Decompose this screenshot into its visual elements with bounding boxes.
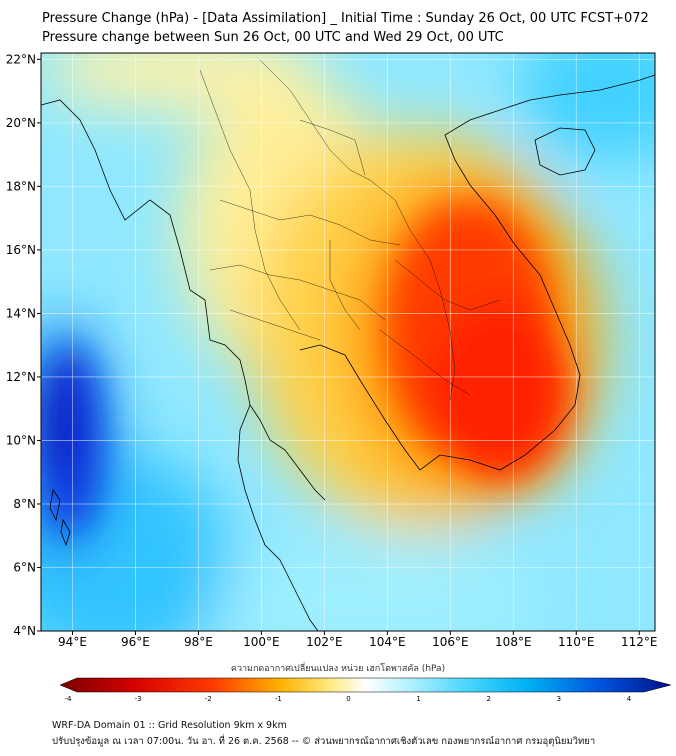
latitude-tick-labels: 22°N 20°N 18°N 16°N 14°N 12°N 10°N 8°N 6°N 4°N: [6, 52, 41, 638]
colorbar-tick-label: -1: [275, 695, 282, 703]
longitude-tick-label: 104°E: [369, 635, 406, 649]
latitude-tick-label: 4°N: [13, 624, 36, 638]
map-subtitle: Pressure change between Sun 26 Oct, 00 U…: [42, 30, 504, 45]
footer-model-info: WRF-DA Domain 01 :: Grid Resolution 9km …: [52, 720, 287, 731]
longitude-tick-labels: 94°E 96°E 98°E 100°E 102°E 104°E 106°E 108°E 110…: [58, 631, 658, 649]
colorbar-title: ความกดอากาศเปลี่ยนแปลง หน่วย เฮกโตพาสคัล…: [230, 664, 446, 674]
colorbar-tick-label: 2: [487, 695, 491, 703]
colorbar-tick-label: -2: [205, 695, 212, 703]
colorbar-tick-label: -3: [135, 695, 142, 703]
coastlines: [41, 74, 655, 631]
longitude-tick-label: 100°E: [243, 635, 280, 649]
longitude-tick-label: 106°E: [432, 635, 469, 649]
longitude-tick-label: 102°E: [306, 635, 343, 649]
map-frame: [40, 52, 656, 632]
colorbar-tick-label: 3: [557, 695, 561, 703]
colorbar-tick-labels: -4 -3 -2 -1 0 1 2 3 4: [65, 695, 632, 703]
colorbar-tick-label: 4: [627, 695, 632, 703]
latitude-tick-label: 12°N: [6, 370, 36, 384]
latitude-tick-label: 22°N: [6, 52, 36, 66]
longitude-tick-label: 110°E: [558, 635, 595, 649]
latitude-tick-label: 6°N: [13, 560, 36, 574]
longitude-tick-label: 98°E: [184, 635, 213, 649]
colorbar: [59, 677, 672, 693]
longitude-tick-label: 96°E: [121, 635, 150, 649]
colorbar-tick-label: 1: [416, 695, 420, 703]
latitude-tick-label: 10°N: [6, 433, 36, 447]
graticule: [41, 53, 655, 631]
latitude-tick-label: 16°N: [6, 243, 36, 257]
longitude-tick-label: 108°E: [495, 635, 532, 649]
latitude-tick-label: 8°N: [13, 497, 36, 511]
colorbar-tick-label: -4: [65, 695, 73, 703]
colorbar-tick-label: 0: [346, 695, 350, 703]
footer-credit: ปรับปรุงข้อมูล ณ เวลา 07:00น. วัน อา. ที…: [52, 736, 596, 747]
latitude-tick-label: 18°N: [6, 179, 36, 193]
latitude-tick-label: 20°N: [6, 116, 36, 130]
longitude-tick-label: 94°E: [58, 635, 87, 649]
map-title: Pressure Change (hPa) - [Data Assimilati…: [42, 11, 649, 26]
longitude-tick-label: 112°E: [621, 635, 658, 649]
province-borders: [199, 59, 501, 401]
pressure-field: [41, 53, 655, 631]
latitude-tick-label: 14°N: [6, 306, 36, 320]
